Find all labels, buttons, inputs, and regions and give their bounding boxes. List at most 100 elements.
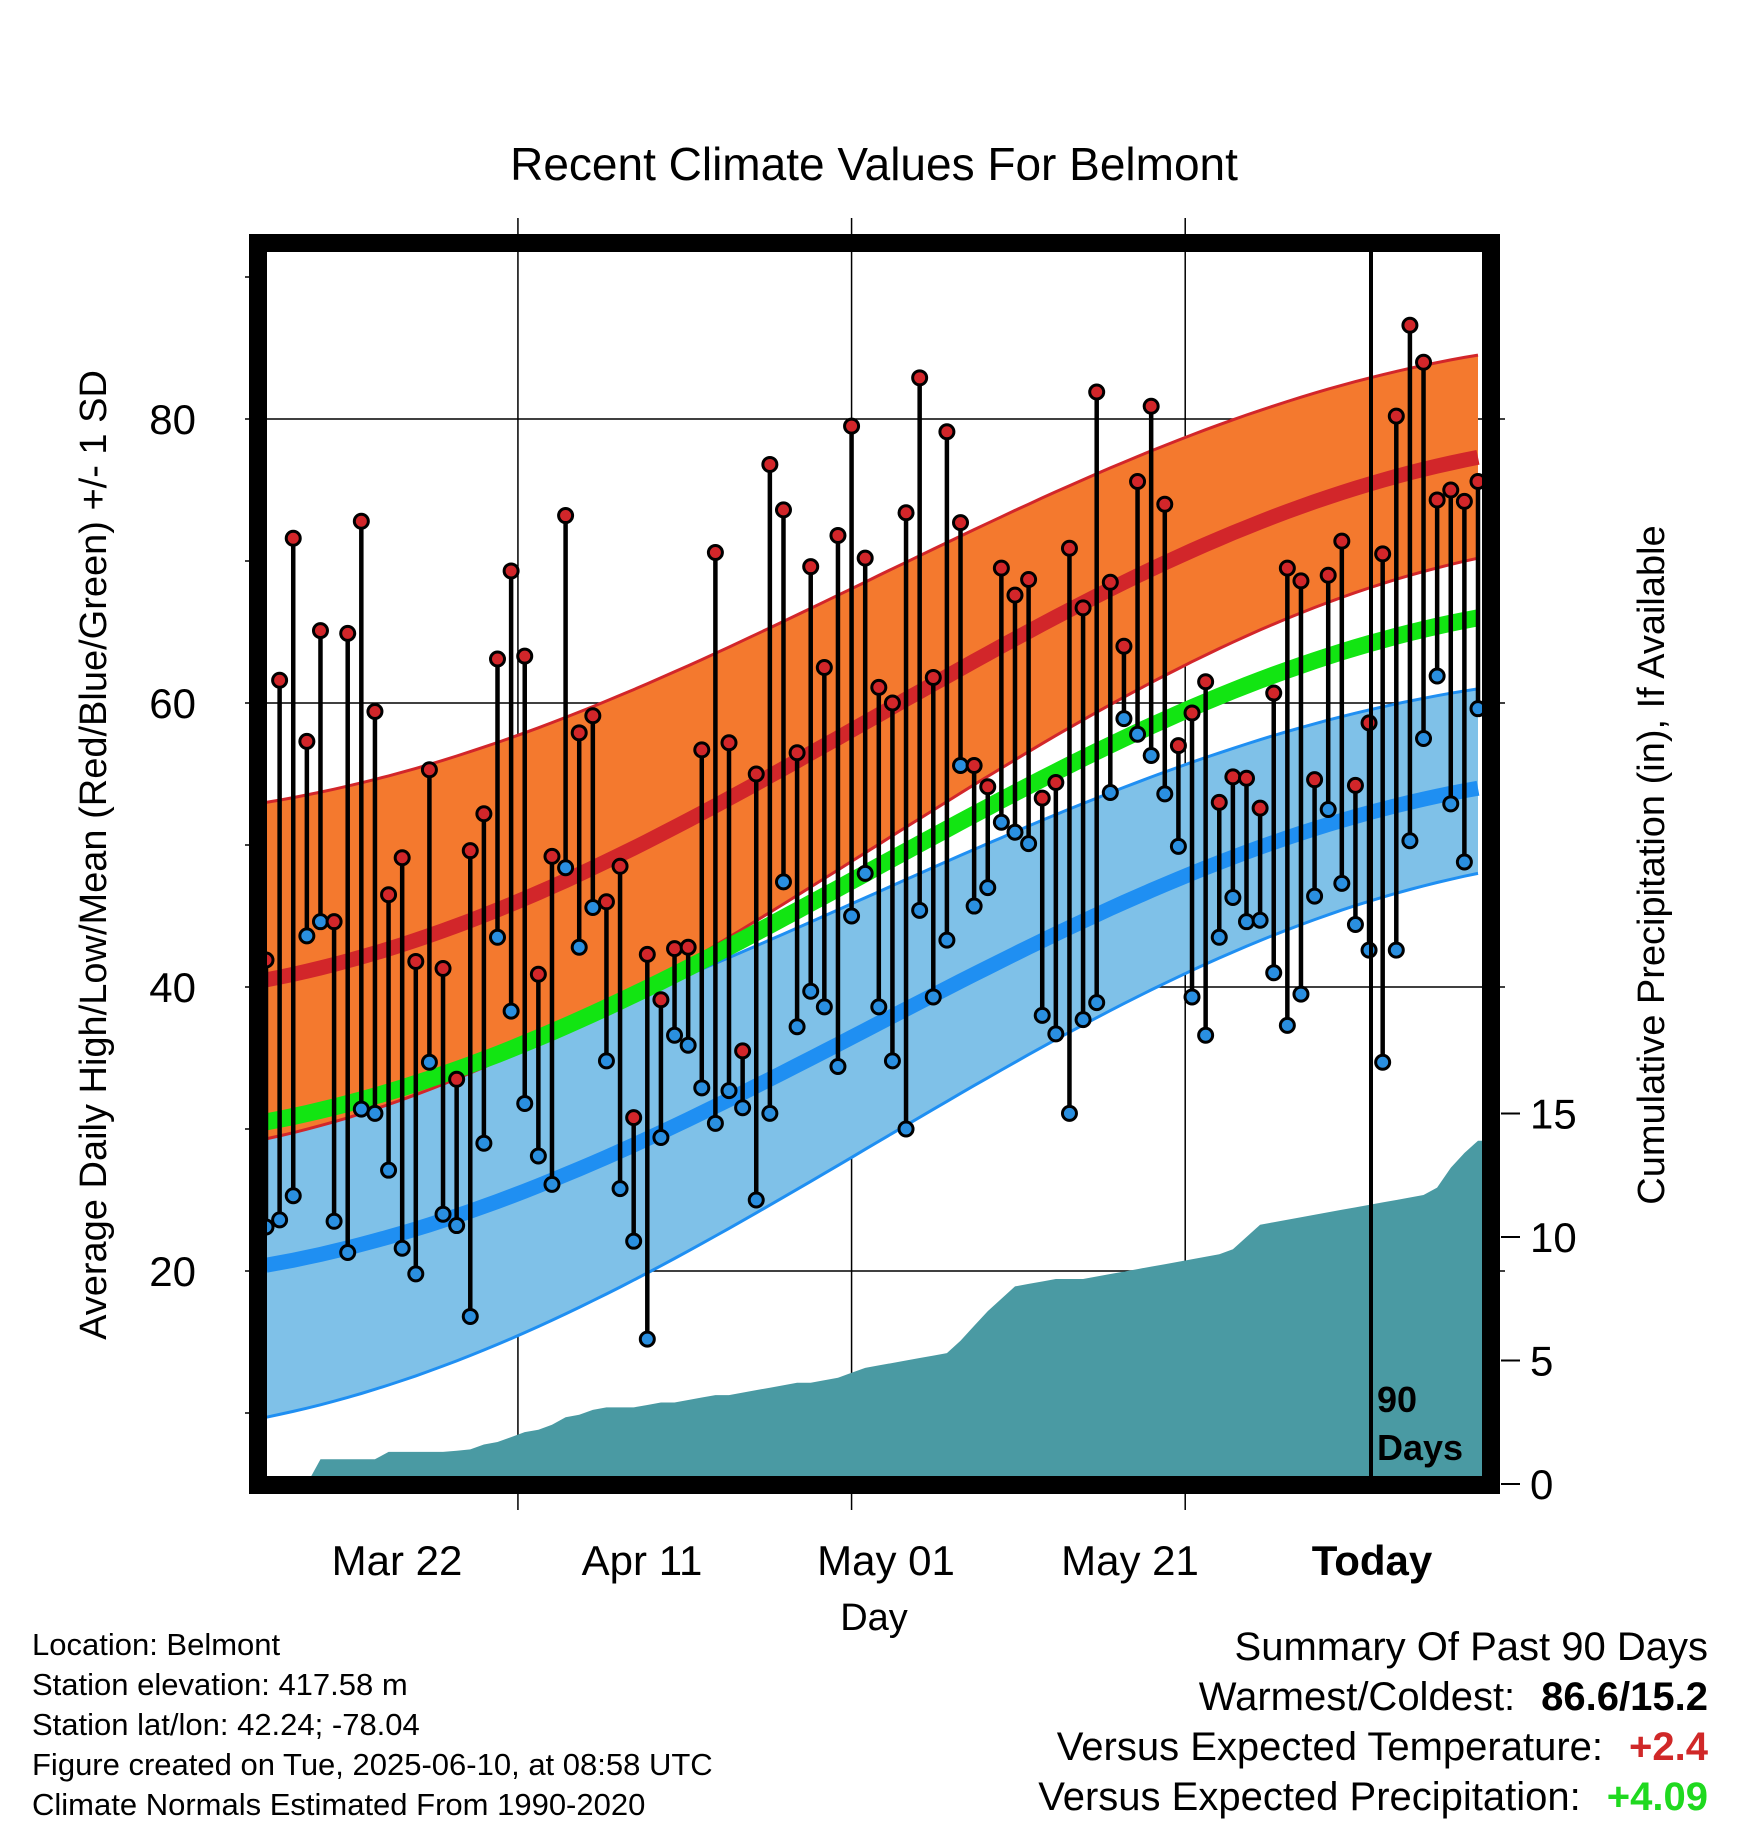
daily-low-point: [734, 1099, 752, 1117]
daily-low-point: [366, 1104, 384, 1122]
daily-high-point: [448, 1070, 466, 1088]
x-tick-label: Mar 22: [332, 1537, 463, 1584]
warm-cold-value: 86.6/15.2: [1541, 1675, 1708, 1719]
y-tick-label: 40: [149, 964, 196, 1011]
daily-high-point: [706, 543, 724, 561]
daily-low-point: [407, 1265, 425, 1283]
daily-high-point: [407, 952, 425, 970]
daily-low-point: [1047, 1025, 1065, 1043]
daily-high-point: [774, 501, 792, 519]
y2-tick-label: 10: [1530, 1214, 1577, 1261]
daily-high-point: [952, 514, 970, 532]
y-tick-label: 60: [149, 680, 196, 727]
daily-low-point: [380, 1161, 398, 1179]
daily-low-point: [271, 1211, 289, 1229]
daily-low-point: [1237, 913, 1255, 931]
daily-high-point: [938, 423, 956, 441]
daily-low-point: [1129, 725, 1147, 743]
daily-high-point: [352, 512, 370, 530]
daily-high-point: [1142, 397, 1160, 415]
daily-high-point: [1292, 572, 1310, 590]
daily-high-point: [843, 417, 861, 435]
info-created: Figure created on Tue, 2025-06-10, at 08…: [32, 1747, 713, 1782]
daily-low-point: [788, 1018, 806, 1036]
daily-high-point: [992, 559, 1010, 577]
daily-high-point: [271, 671, 289, 689]
daily-high-point: [883, 694, 901, 712]
daily-high-point: [420, 761, 438, 779]
daily-low-point: [652, 1129, 670, 1147]
y-tick-label: 80: [149, 396, 196, 443]
x-tick-label: May 21: [1061, 1537, 1199, 1584]
daily-low-point: [952, 756, 970, 774]
daily-high-point: [611, 857, 629, 875]
info-location: Location: Belmont: [32, 1627, 281, 1662]
daily-low-point: [570, 938, 588, 956]
daily-low-point: [1033, 1006, 1051, 1024]
daily-low-point: [516, 1094, 534, 1112]
daily-low-point: [502, 1002, 520, 1020]
info-latlon: Station lat/lon: 42.24; -78.04: [32, 1707, 420, 1742]
daily-low-point: [1251, 911, 1269, 929]
daily-high-point: [529, 965, 547, 983]
daily-low-point: [611, 1180, 629, 1198]
daily-high-point: [570, 724, 588, 742]
daily-high-point: [747, 765, 765, 783]
daily-low-point: [1374, 1053, 1392, 1071]
daily-high-point: [924, 668, 942, 686]
y-tick-label: 20: [149, 1248, 196, 1295]
info-elevation: Station elevation: 417.58 m: [32, 1667, 408, 1702]
daily-high-point: [1210, 793, 1228, 811]
precip-area: [266, 1140, 1483, 1484]
plot-frame: [249, 234, 1500, 1494]
daily-high-point: [1278, 559, 1296, 577]
daily-low-point: [897, 1120, 915, 1138]
daily-low-point: [284, 1187, 302, 1205]
daily-low-point: [1074, 1011, 1092, 1029]
y2-tick-label: 15: [1530, 1091, 1577, 1138]
daily-low-point: [1142, 747, 1160, 765]
daily-low-point: [1333, 874, 1351, 892]
daily-high-point: [311, 622, 329, 640]
daily-high-point: [1060, 539, 1078, 557]
daily-low-point: [1278, 1016, 1296, 1034]
daily-high-point: [366, 703, 384, 721]
daily-low-point: [434, 1205, 452, 1223]
daily-low-point: [938, 931, 956, 949]
daily-low-point: [1442, 795, 1460, 813]
daily-low-point: [747, 1191, 765, 1209]
daily-high-point: [979, 778, 997, 796]
daily-low-point: [638, 1330, 656, 1348]
daily-low-point: [1006, 823, 1024, 841]
daily-low-point: [584, 898, 602, 916]
daily-high-point: [1251, 799, 1269, 817]
daily-low-point: [870, 998, 888, 1016]
daily-low-point: [1020, 835, 1038, 853]
station-info: Location: Belmont Station elevation: 417…: [32, 1625, 713, 1825]
daily-high-point: [557, 507, 575, 525]
y2-tick-label: 0: [1530, 1461, 1553, 1508]
daily-high-point: [1237, 769, 1255, 787]
daily-high-point: [1428, 491, 1446, 509]
daily-high-point: [1265, 684, 1283, 702]
daily-high-point: [1319, 566, 1337, 584]
daily-high-point: [1156, 495, 1174, 513]
x-tick-label: Apr 11: [582, 1537, 703, 1584]
chart-title: Recent Climate Values For Belmont: [510, 138, 1238, 190]
daily-high-point: [761, 455, 779, 473]
daily-high-point: [856, 549, 874, 567]
x-tick-label: Today: [1312, 1537, 1433, 1584]
daily-high-point: [625, 1109, 643, 1127]
x-tick-label: May 01: [817, 1537, 955, 1584]
daily-low-point: [461, 1307, 479, 1325]
daily-high-point: [829, 526, 847, 544]
daily-low-point: [1156, 785, 1174, 803]
summary-temp: Versus Expected Temperature: +2.4: [1038, 1722, 1708, 1772]
daily-low-point: [706, 1114, 724, 1132]
daily-high-point: [734, 1042, 752, 1060]
daily-low-point: [883, 1052, 901, 1070]
daily-low-point: [693, 1079, 711, 1097]
daily-low-point: [325, 1212, 343, 1230]
daily-high-point: [1333, 532, 1351, 550]
